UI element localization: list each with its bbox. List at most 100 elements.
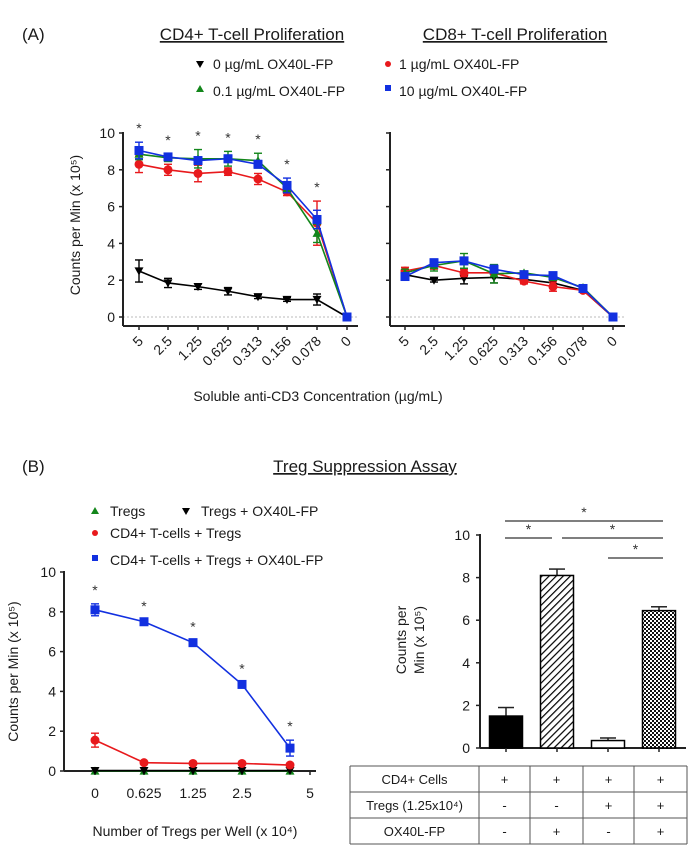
y-tick-label: 10 xyxy=(40,564,56,580)
legend-item-3: CD4+ T-cells + Tregs + OX40L-FP xyxy=(92,552,323,568)
data-point xyxy=(193,168,203,178)
square-marker-icon xyxy=(92,555,98,561)
y-axis-label: Counts per Min (x 10⁵) xyxy=(67,155,83,295)
series-tregs-ox40l-fp xyxy=(90,767,295,776)
y-tick-label: 2 xyxy=(462,697,470,713)
y-tick-label: 0 xyxy=(48,763,56,779)
data-point xyxy=(548,271,558,281)
table-cell: - xyxy=(502,824,506,839)
panel-b-title: Treg Suppression Assay xyxy=(273,457,457,476)
data-point xyxy=(285,743,295,753)
data-point xyxy=(193,283,203,292)
table-cell: + xyxy=(657,798,665,813)
data-point xyxy=(223,287,233,296)
y-axis-label: Counts per Min (x 10⁵) xyxy=(5,601,21,741)
series-line xyxy=(404,260,614,318)
cd4-chart-title: CD4+ T-cell Proliferation xyxy=(160,25,344,44)
data-point xyxy=(134,145,144,155)
data-point xyxy=(90,735,100,745)
legend-item-0: Tregs xyxy=(91,503,145,519)
data-point xyxy=(90,605,100,615)
triangle-up-marker-icon xyxy=(196,85,204,92)
x-tick-label: 2.5 xyxy=(150,333,175,358)
table-cell: + xyxy=(657,824,665,839)
table-cell: - xyxy=(502,798,506,813)
y-tick-label: 8 xyxy=(107,162,115,178)
series-line xyxy=(138,270,348,318)
data-point xyxy=(139,758,149,768)
x-tick-label: 5 xyxy=(306,785,314,801)
x-tick-label: 0 xyxy=(91,785,99,801)
significance-star: * xyxy=(526,521,532,537)
square-marker-icon xyxy=(385,85,391,91)
table-cell: + xyxy=(553,772,561,787)
y-tick-label: 2 xyxy=(107,272,115,288)
x-tick-label: 0.156 xyxy=(258,333,294,369)
legend-label: 0.1 µg/mL OX40L-FP xyxy=(213,83,345,99)
data-point xyxy=(188,758,198,768)
cd8-chart-title: CD8+ T-cell Proliferation xyxy=(423,25,607,44)
condition-table: CD4+ Cells + + + +Tregs (1.25x10⁴) - - + +OX40L-… xyxy=(349,765,688,845)
significance-star: * xyxy=(581,504,587,520)
data-point xyxy=(223,154,233,164)
data-point xyxy=(237,679,247,689)
table-cell: - xyxy=(554,798,558,813)
treg-suppression-bar-chart: 0 2 4 6 8 10 Counts per Min (x 10⁵) * * * * xyxy=(393,504,686,756)
panel-a-label: (A) xyxy=(22,25,45,44)
data-point xyxy=(282,180,292,190)
legend-label: 0 µg/mL OX40L-FP xyxy=(213,56,333,72)
y-tick-label: 6 xyxy=(462,612,470,628)
legend-item-1: Tregs + OX40L-FP xyxy=(182,503,318,519)
y-tick-label: 8 xyxy=(48,604,56,620)
x-tick-label: 0.313 xyxy=(229,333,265,369)
row-label: CD4+ Cells xyxy=(381,772,448,787)
y-tick-label: 10 xyxy=(99,125,115,141)
table-cell: - xyxy=(606,824,610,839)
y-tick-label: 4 xyxy=(48,683,56,699)
data-point xyxy=(134,159,144,169)
legend-item-1: 1 µg/mL OX40L-FP xyxy=(385,56,519,72)
x-tick-label: 0.625 xyxy=(126,785,161,801)
legend-item-3: 10 µg/mL OX40L-FP xyxy=(385,83,527,99)
bar xyxy=(590,739,626,749)
data-point xyxy=(548,282,558,292)
series-line xyxy=(404,264,614,318)
table-cell: + xyxy=(657,772,665,787)
panel-a-x-axis-label: Soluble anti-CD3 Concentration (µg/mL) xyxy=(193,388,442,404)
significance-star: * xyxy=(239,660,245,676)
data-point xyxy=(489,264,499,274)
data-point xyxy=(253,174,263,184)
x-tick-label: 0.078 xyxy=(288,333,324,369)
data-point xyxy=(163,165,173,175)
data-point xyxy=(429,276,439,285)
row-label: Tregs (1.25x10⁴) xyxy=(366,798,463,813)
x-tick-label: 0 xyxy=(603,333,620,350)
y-axis-label: Counts per xyxy=(393,605,409,674)
bar xyxy=(539,574,575,749)
x-tick-label: 0.313 xyxy=(495,333,531,369)
data-point xyxy=(459,256,469,266)
triangle-down-marker-icon xyxy=(196,61,204,68)
significance-star: * xyxy=(92,582,98,598)
data-point xyxy=(285,760,295,770)
significance-star: * xyxy=(255,131,261,147)
data-point xyxy=(163,279,173,288)
table-cell: + xyxy=(553,824,561,839)
data-point xyxy=(193,156,203,166)
y-tick-label: 2 xyxy=(48,723,56,739)
table-cell: + xyxy=(605,772,613,787)
x-tick-label: 0.625 xyxy=(199,333,235,369)
data-point xyxy=(578,283,588,293)
series-cd4-t-cells-tregs xyxy=(90,732,295,770)
data-point xyxy=(342,312,352,322)
series-line xyxy=(404,273,614,318)
data-point xyxy=(312,295,322,305)
data-point xyxy=(285,767,295,776)
data-point xyxy=(237,767,247,776)
y-tick-label: 0 xyxy=(107,309,115,325)
table-row: Tregs (1.25x10⁴) - - + + xyxy=(366,798,664,813)
series-0-g-ml-ox40l-fp xyxy=(134,259,352,322)
legend-label: Tregs xyxy=(110,503,145,519)
